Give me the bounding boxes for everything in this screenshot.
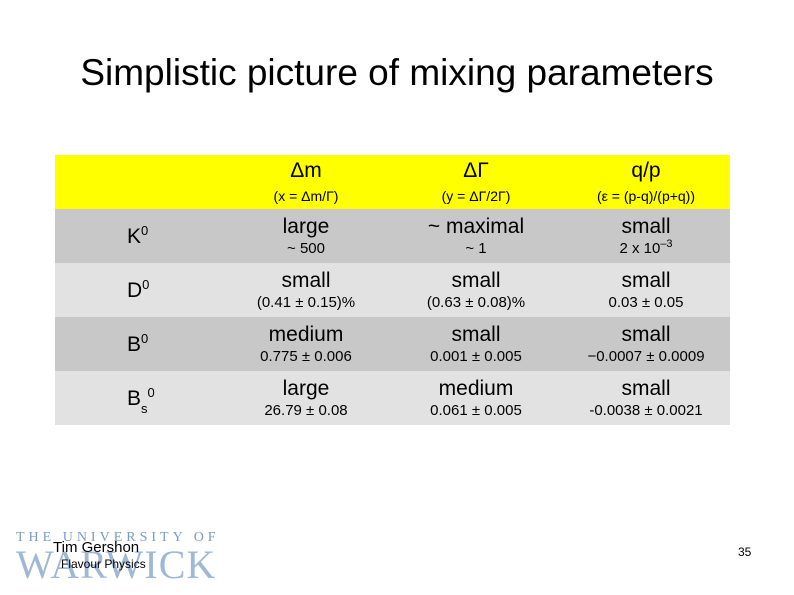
slide-title: Simplistic picture of mixing parameters xyxy=(80,52,714,93)
cell-value: small xyxy=(621,323,671,346)
header-delta-gamma-sub: (y = ΔΓ/2Γ) xyxy=(441,188,511,204)
cell-value: medium xyxy=(438,377,514,400)
header-delta-m: Δm xyxy=(290,159,322,182)
table-row: K0 large ~ 500 ~ maximal ~ 1 small 2 x 1… xyxy=(55,209,730,263)
cell-number: 0.001 ± 0.005 xyxy=(430,348,522,365)
cell-value: small xyxy=(621,377,671,400)
cell-value: small xyxy=(281,269,331,292)
table-header: Δm (x = Δm/Γ) ΔΓ (y = ΔΓ/2Γ) q/p (ε = (p… xyxy=(55,155,730,209)
row-label: Bs0 xyxy=(127,385,155,416)
logo-main-text: WARWICK xyxy=(16,542,217,587)
page-number: 35 xyxy=(738,545,752,559)
cell-number: 26.79 ± 0.08 xyxy=(264,402,348,419)
header-delta-gamma: ΔΓ xyxy=(463,159,489,182)
row-label: B0 xyxy=(127,331,149,356)
mixing-table: Δm (x = Δm/Γ) ΔΓ (y = ΔΓ/2Γ) q/p (ε = (p… xyxy=(55,155,730,425)
table-row: Bs0 large 26.79 ± 0.08 medium 0.061 ± 0.… xyxy=(55,371,730,425)
cell-value: small xyxy=(621,215,671,238)
cell-number: ~ 1 xyxy=(465,240,487,257)
header-q-over-p-sub: (ε = (p-q)/(p+q)) xyxy=(596,188,696,204)
university-logo: THE UNIVERSITY OF WARWICK xyxy=(16,530,216,587)
table-row: D0 small (0.41 ± 0.15)% small (0.63 ± 0.… xyxy=(55,263,730,317)
row-label: K0 xyxy=(127,223,149,248)
logo-top-text: THE UNIVERSITY OF xyxy=(16,530,220,545)
cell-number: ~ 500 xyxy=(287,240,325,257)
row-label: D0 xyxy=(127,277,150,302)
cell-number: −0.0007 ± 0.0009 xyxy=(587,348,705,365)
table-row: B0 medium 0.775 ± 0.006 small 0.001 ± 0.… xyxy=(55,317,730,371)
cell-value: small xyxy=(621,269,671,292)
header-q-over-p: q/p xyxy=(631,159,661,182)
cell-number: 0.061 ± 0.005 xyxy=(430,402,522,419)
cell-value: ~ maximal xyxy=(427,215,525,238)
cell-value: large xyxy=(282,215,330,238)
cell-number: 0.775 ± 0.006 xyxy=(260,348,352,365)
cell-number: 2 x 10–3 xyxy=(619,238,673,257)
cell-value: large xyxy=(282,377,330,400)
cell-value: medium xyxy=(268,323,344,346)
cell-number: (0.41 ± 0.15)% xyxy=(256,294,356,311)
footer-subtitle: Flavour Physics xyxy=(61,557,146,571)
cell-number: 0.03 ± 0.05 xyxy=(608,294,684,311)
cell-number: (0.63 ± 0.08)% xyxy=(426,294,526,311)
cell-value: small xyxy=(451,269,501,292)
cell-value: small xyxy=(451,323,501,346)
cell-number: -0.0038 ± 0.0021 xyxy=(589,402,703,419)
author-name: Tim Gershon xyxy=(53,539,140,556)
header-delta-m-sub: (x = Δm/Γ) xyxy=(273,188,339,204)
